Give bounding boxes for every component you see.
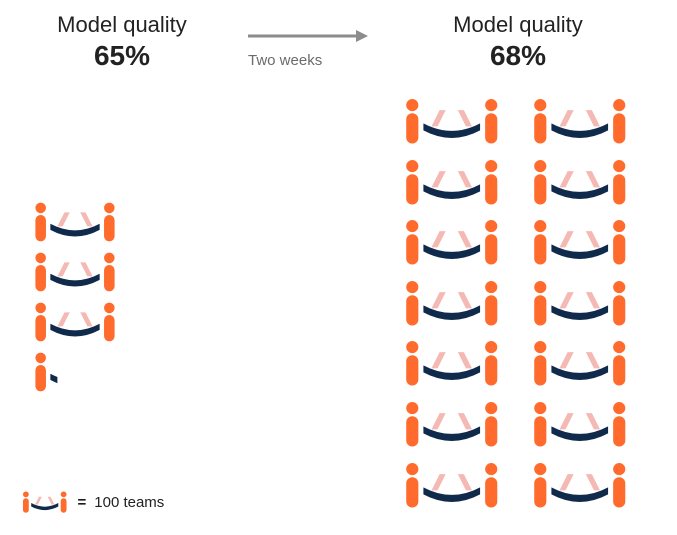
team-icon bbox=[400, 460, 504, 511]
team-icon bbox=[400, 157, 504, 208]
legend: = 100 teams bbox=[20, 490, 164, 514]
left-title: Model quality bbox=[22, 12, 222, 38]
team-icon bbox=[20, 490, 70, 514]
left-percentage: 65% bbox=[22, 40, 222, 72]
team-icon bbox=[528, 338, 632, 389]
team-icon bbox=[528, 460, 632, 511]
right-percentage: 68% bbox=[418, 40, 618, 72]
team-icon bbox=[400, 96, 504, 147]
infographic-canvas: { "type": "infographic", "canvas": { "wi… bbox=[0, 0, 677, 535]
left-header: Model quality 65% bbox=[22, 12, 222, 72]
legend-equals: = bbox=[78, 494, 87, 511]
team-icon bbox=[528, 217, 632, 268]
team-icon bbox=[400, 217, 504, 268]
team-icon bbox=[400, 399, 504, 450]
legend-text: 100 teams bbox=[94, 494, 164, 511]
team-icon bbox=[528, 278, 632, 329]
right-header: Model quality 68% bbox=[418, 12, 618, 72]
team-icon bbox=[528, 399, 632, 450]
team-icon bbox=[30, 350, 120, 394]
team-icon bbox=[528, 96, 632, 147]
transition-arrow bbox=[248, 26, 370, 51]
transition-label: Two weeks bbox=[248, 52, 322, 69]
team-icon bbox=[30, 300, 120, 344]
team-icon bbox=[528, 157, 632, 208]
team-icon bbox=[400, 278, 504, 329]
team-icon bbox=[30, 200, 120, 244]
right-team-grid bbox=[400, 96, 631, 510]
left-team-grid bbox=[30, 200, 120, 394]
team-icon bbox=[30, 250, 120, 294]
team-icon bbox=[400, 338, 504, 389]
right-title: Model quality bbox=[418, 12, 618, 38]
